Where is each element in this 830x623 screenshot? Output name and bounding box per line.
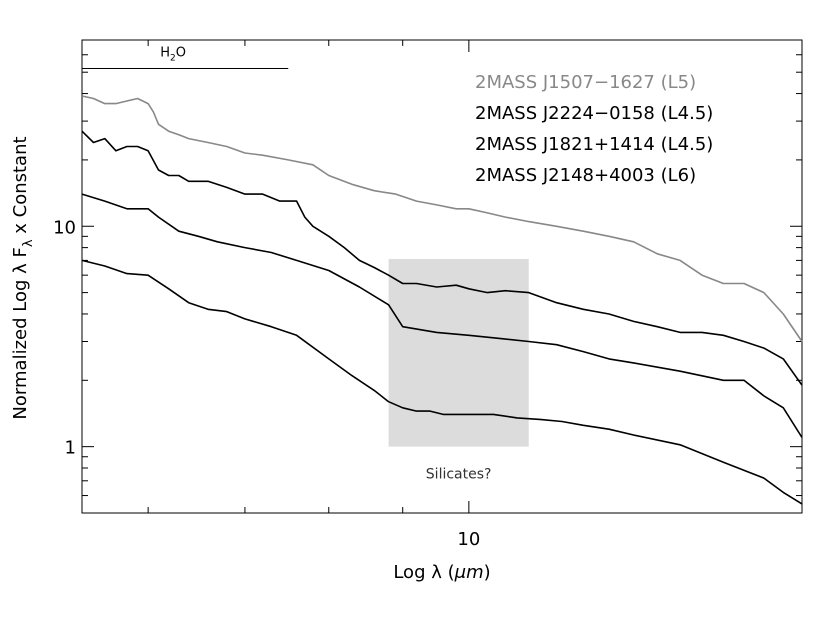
x-tick-label: 10 bbox=[457, 529, 480, 550]
h2o-band-label: H2O bbox=[160, 45, 186, 63]
h2o-label-subscript: 2 bbox=[170, 53, 176, 63]
y-tick-label: 1 bbox=[65, 438, 76, 459]
silicates-label: Silicates? bbox=[426, 467, 492, 483]
plot-frame bbox=[81, 39, 803, 514]
y-axis-label-subscript: λ bbox=[21, 239, 36, 247]
axis-ticks bbox=[82, 40, 802, 513]
legend-entry-4: 2MASS J2148+4003 (L6) bbox=[475, 165, 696, 186]
y-tick-label: 10 bbox=[53, 217, 76, 238]
legend-entry-2: 2MASS J2224−0158 (L4.5) bbox=[475, 103, 713, 124]
legend-entry-3: 2MASS J1821+1414 (L4.5) bbox=[475, 134, 713, 155]
y-axis-label: Normalized Log λ Fλ x Constant bbox=[10, 136, 36, 419]
axis-tick-labels: 10 1 10 bbox=[53, 217, 480, 550]
legend-entry-1: 2MASS J1507−1627 (L5) bbox=[475, 72, 696, 93]
silicates-shaded-region bbox=[388, 259, 529, 447]
series-lines bbox=[81, 95, 803, 505]
y-axis-label-rest: x Constant bbox=[10, 136, 31, 239]
series-line-4 bbox=[81, 259, 803, 505]
x-axis-label-unit: μm bbox=[454, 562, 484, 583]
y-axis-label-main: Normalized Log λ F bbox=[10, 247, 31, 419]
series-line-3 bbox=[81, 193, 803, 438]
x-axis-label: Log λ (μm) bbox=[393, 562, 490, 583]
series-line-2 bbox=[81, 130, 803, 386]
h2o-label-h: H bbox=[160, 45, 170, 60]
h2o-label-o: O bbox=[176, 45, 186, 60]
legend: 2MASS J1507−1627 (L5) 2MASS J2224−0158 (L… bbox=[475, 72, 713, 186]
x-axis-label-close: ) bbox=[484, 562, 491, 583]
x-axis-label-main: Log λ ( bbox=[393, 562, 454, 583]
series-line-1 bbox=[81, 95, 803, 342]
